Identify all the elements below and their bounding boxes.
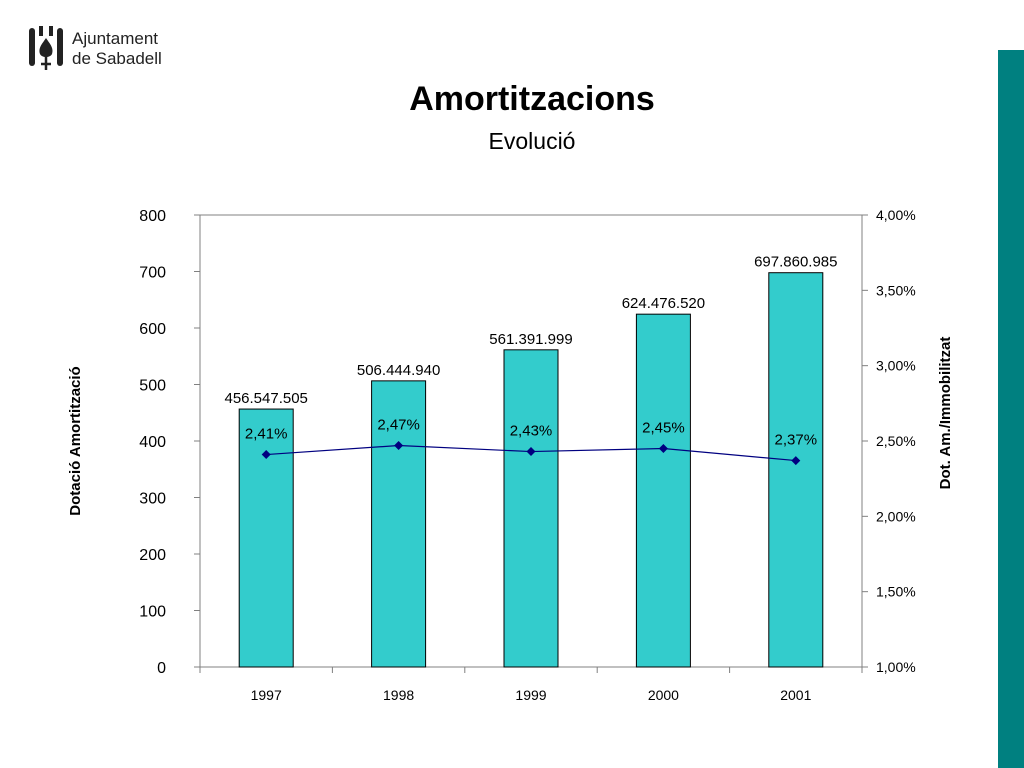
x-tick-label: 2000 <box>648 687 679 703</box>
bar-value-label: 561.391.999 <box>489 331 572 348</box>
city-coat-icon <box>29 26 63 70</box>
left-axis: 0 100 200 300 400 500 600 700 800 <box>139 208 200 677</box>
right-axis: 1,00% 1,50% 2,00% 2,50% 3,00% 3,50% 4,00% <box>862 207 916 675</box>
y-tick-label: 100 <box>139 604 166 621</box>
line-point <box>394 441 404 451</box>
accent-band <box>998 50 1024 768</box>
y-tick-label: 800 <box>139 208 166 225</box>
y-tick-label: 300 <box>139 491 166 508</box>
y2-tick-label: 4,00% <box>876 207 916 223</box>
line-point <box>658 444 668 454</box>
logo-line-1: Ajuntament <box>72 29 158 48</box>
x-tick-label: 2001 <box>780 687 811 703</box>
bar-value-label: 624.476.520 <box>622 295 705 312</box>
x-axis: 1997 1998 1999 2000 2001 <box>199 667 863 703</box>
line-point <box>526 447 536 457</box>
logo-line-2: de Sabadell <box>72 49 162 68</box>
line-point <box>261 450 271 460</box>
y-tick-label: 700 <box>139 265 166 282</box>
y2-tick-label: 3,00% <box>876 358 916 374</box>
y2-tick-label: 2,00% <box>876 508 916 524</box>
line-value-label: 2,37% <box>775 432 818 449</box>
x-tick-label: 1999 <box>515 687 546 703</box>
line-series: 2,41% 2,47% 2,43% 2,45% 2,37% <box>245 417 817 466</box>
line-point <box>791 456 801 466</box>
y2-axis-title: Dot. Am./Immobilitzat <box>937 337 954 490</box>
bar-series: 456.547.505 506.444.940 561.391.999 624.476… <box>224 254 838 668</box>
line-value-label: 2,47% <box>377 417 420 434</box>
x-tick-label: 1997 <box>251 687 282 703</box>
page-subtitle: Evolució <box>488 128 576 154</box>
y2-tick-label: 3,50% <box>876 282 916 298</box>
y-tick-label: 500 <box>139 378 166 395</box>
logo-text: Ajuntament de Sabadell <box>72 29 162 69</box>
bar <box>238 408 294 668</box>
bar-value-label: 697.860.985 <box>754 254 837 271</box>
y-tick-label: 200 <box>139 547 166 564</box>
bar <box>768 272 824 668</box>
line-value-label: 2,45% <box>642 420 685 437</box>
line-value-label: 2,41% <box>245 426 288 443</box>
y-tick-label: 600 <box>139 321 166 338</box>
y2-tick-label: 1,50% <box>876 584 916 600</box>
x-tick-label: 1998 <box>383 687 414 703</box>
line-value-label: 2,43% <box>510 423 553 440</box>
y-tick-label: 400 <box>139 434 166 451</box>
y2-tick-label: 2,50% <box>876 433 916 449</box>
bar <box>371 380 427 668</box>
logo: Ajuntament de Sabadell <box>28 24 162 74</box>
bar-value-label: 456.547.505 <box>224 390 307 407</box>
bar <box>635 313 691 668</box>
bar <box>503 349 559 668</box>
bar-value-label: 506.444.940 <box>357 362 440 379</box>
y-axis-title: Dotació Amortització <box>67 366 84 515</box>
page-title: Amortitzacions <box>409 80 655 118</box>
y2-tick-label: 1,00% <box>876 659 916 675</box>
y-tick-label: 0 <box>157 660 166 677</box>
